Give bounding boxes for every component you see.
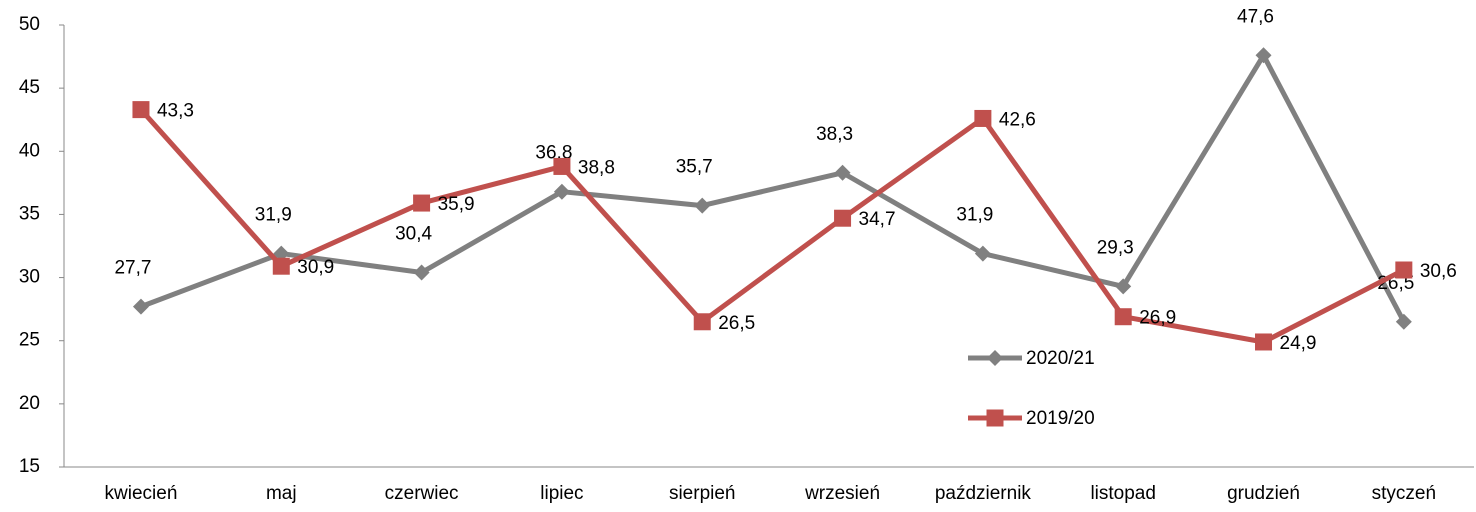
data-label: 27,7 <box>114 258 151 279</box>
y-tick-label: 20 <box>19 393 40 414</box>
marker <box>694 197 711 214</box>
marker <box>974 109 992 127</box>
x-tick-label: styczeń <box>1372 483 1436 504</box>
marker <box>273 245 290 262</box>
marker <box>553 183 570 200</box>
x-tick-label: maj <box>266 483 297 504</box>
data-label: 47,6 <box>1237 6 1274 27</box>
y-tick-label: 25 <box>19 330 40 351</box>
x-tick-label: listopad <box>1090 483 1156 504</box>
marker <box>1114 308 1132 326</box>
marker <box>1115 278 1132 295</box>
data-label: 30,6 <box>1420 261 1457 282</box>
data-label: 35,7 <box>676 157 713 178</box>
y-tick-label: 40 <box>19 140 40 161</box>
marker <box>987 350 1003 366</box>
data-label: 38,8 <box>578 157 615 178</box>
x-tick-label: lipiec <box>540 483 583 504</box>
x-tick-label: kwiecień <box>105 483 178 504</box>
marker <box>1255 333 1273 351</box>
data-label: 24,9 <box>1280 333 1317 354</box>
data-label: 34,7 <box>859 209 896 230</box>
marker <box>834 209 852 227</box>
data-label: 26,5 <box>718 313 755 334</box>
x-tick-label: grudzień <box>1227 483 1300 504</box>
data-label: 42,6 <box>999 109 1036 130</box>
marker <box>986 409 1004 427</box>
marker <box>1395 261 1413 279</box>
y-tick-label: 35 <box>19 203 40 224</box>
marker <box>1255 47 1272 64</box>
data-label: 31,9 <box>956 205 993 226</box>
legend-label: 2019/20 <box>1026 408 1095 429</box>
marker <box>834 164 851 181</box>
y-tick-label: 50 <box>19 14 40 35</box>
x-tick-label: czerwiec <box>385 483 459 504</box>
marker <box>272 257 290 275</box>
marker <box>553 157 571 175</box>
y-tick-label: 45 <box>19 77 40 98</box>
data-label: 30,4 <box>395 224 432 245</box>
data-label: 43,3 <box>157 101 194 122</box>
data-label: 38,3 <box>816 124 853 145</box>
marker <box>132 101 150 119</box>
x-tick-label: październik <box>935 483 1032 504</box>
marker <box>413 194 431 212</box>
data-label: 30,9 <box>297 257 334 278</box>
series-line <box>140 52 1407 323</box>
data-label: 35,9 <box>438 194 475 215</box>
marker <box>413 264 430 281</box>
x-tick-label: sierpień <box>669 483 736 504</box>
x-tick-label: wrzesień <box>804 483 880 504</box>
y-tick-label: 15 <box>19 456 40 477</box>
marker <box>974 245 991 262</box>
marker <box>1395 313 1412 330</box>
marker <box>693 313 711 331</box>
legend-label: 2020/21 <box>1026 348 1095 369</box>
marker <box>132 298 149 315</box>
data-label: 26,9 <box>1139 308 1176 329</box>
series-line <box>139 107 1405 345</box>
data-label: 31,9 <box>255 205 292 226</box>
data-label: 29,3 <box>1097 237 1134 258</box>
y-tick-label: 30 <box>19 267 40 288</box>
